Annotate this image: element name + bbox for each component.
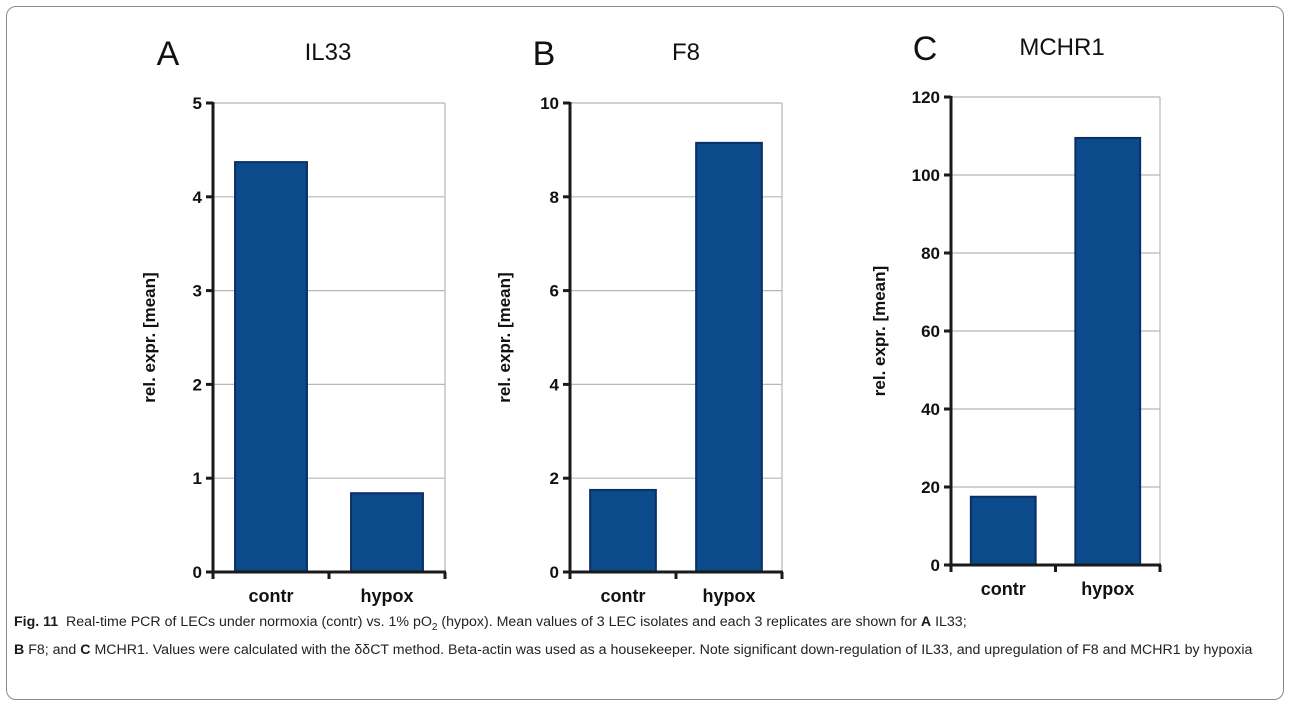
caption-text-2: (hypox). Mean values of 3 LEC isolates a… — [437, 614, 921, 630]
panel-c-ytick-label-0: 0 — [931, 556, 940, 575]
panel-b-ytick-label-0: 0 — [550, 563, 559, 582]
panel-c-ytick-label-3: 60 — [921, 322, 940, 341]
panel-b-ytick-label-1: 2 — [550, 469, 559, 488]
panel-a-ytick-label-2: 2 — [193, 375, 202, 394]
panel-a-ytick-label-5: 5 — [193, 94, 202, 113]
panel-a-title: IL33 — [305, 39, 352, 66]
panel-b-letter: B — [533, 35, 556, 73]
panel-c-ylabel: rel. expr. [mean] — [870, 266, 889, 396]
panel-b-ytick-label-2: 4 — [550, 375, 560, 394]
caption-text-1: Real-time PCR of LECs under normoxia (co… — [66, 614, 432, 630]
panel-a-xtick-label-contr: contr — [249, 586, 294, 606]
panel-c-ytick-label-2: 40 — [921, 400, 940, 419]
panel-b-ytick-label-4: 8 — [550, 188, 559, 207]
panel-b-ytick-label-3: 6 — [550, 282, 559, 301]
panel-b-xtick-label-hypox: hypox — [702, 586, 755, 606]
panel-c-bar-contr — [969, 495, 1037, 566]
figure-charts: contr hypox 0 1 2 3 4 5 rel. expr. [mean] A IL33 co… — [140, 30, 1162, 606]
panel-b-ylabel: rel. expr. [mean] — [495, 272, 514, 402]
figure-caption: Fig. 11 Real-time PCR of LECs under norm… — [14, 611, 1276, 661]
panel-b-bar-hypox — [695, 141, 763, 574]
panel-a-ylabel: rel. expr. [mean] — [140, 272, 159, 402]
panel-b-bar-contr — [589, 488, 657, 573]
panel-c-xtick-label-hypox: hypox — [1081, 579, 1134, 599]
panel-a-xtick-label-hypox: hypox — [360, 586, 413, 606]
panel-a-ytick-label-1: 1 — [193, 469, 202, 488]
panel-c-ytick-label-4: 80 — [921, 244, 940, 263]
panel-c-title: MCHR1 — [1019, 34, 1104, 61]
caption-text-5: MCHR1. Values were calculated with the δ… — [90, 641, 1253, 658]
panel-c-letter: C — [913, 30, 938, 68]
panel-b-title: F8 — [672, 39, 700, 66]
panel-c-ytick-label-6: 120 — [912, 88, 940, 107]
figure-frame — [6, 6, 1284, 700]
caption-bold-c: C — [80, 641, 91, 658]
caption-text-3: IL33; — [931, 614, 967, 630]
panel-c-ytick-label-5: 100 — [912, 166, 940, 185]
caption-bold-a: A — [920, 614, 932, 630]
panel-a-bar-contr — [234, 161, 308, 573]
panel-a-bar-hypox — [350, 492, 424, 574]
panel-a-ytick-label-4: 4 — [193, 188, 203, 207]
panel-a-ytick-label-0: 0 — [193, 563, 202, 582]
panel-c-bar-hypox — [1074, 136, 1142, 566]
panel-a-ytick-label-3: 3 — [193, 282, 202, 301]
panel-a-letter: A — [157, 35, 180, 73]
caption-text-4: F8; and — [24, 641, 81, 658]
panel-b-ytick-label-5: 10 — [540, 94, 559, 113]
panel-b-xtick-label-contr: contr — [601, 586, 646, 606]
caption-bold-b: B — [14, 641, 25, 658]
caption-fig-label: Fig. 11 — [14, 614, 59, 630]
panel-c-xtick-label-contr: contr — [981, 579, 1026, 599]
panel-c-ytick-label-1: 20 — [921, 478, 940, 497]
caption-sub-2: 2 — [431, 621, 438, 633]
